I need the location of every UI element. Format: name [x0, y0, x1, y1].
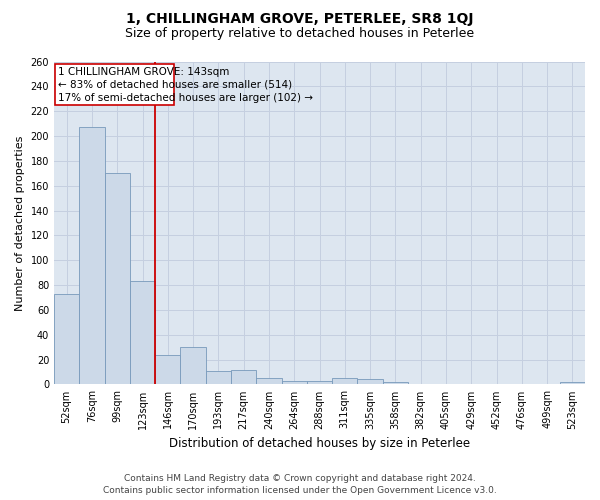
Bar — [358, 380, 383, 384]
X-axis label: Distribution of detached houses by size in Peterlee: Distribution of detached houses by size … — [169, 437, 470, 450]
Bar — [307, 380, 332, 384]
Bar — [104, 174, 130, 384]
Bar — [206, 371, 231, 384]
Y-axis label: Number of detached properties: Number of detached properties — [15, 136, 25, 310]
Bar — [281, 380, 307, 384]
Text: 1 CHILLINGHAM GROVE: 143sqm: 1 CHILLINGHAM GROVE: 143sqm — [58, 67, 230, 77]
Bar — [155, 354, 181, 384]
Bar — [130, 282, 155, 385]
Bar — [79, 128, 104, 384]
Bar — [383, 382, 408, 384]
Bar — [231, 370, 256, 384]
Text: 1, CHILLINGHAM GROVE, PETERLEE, SR8 1QJ: 1, CHILLINGHAM GROVE, PETERLEE, SR8 1QJ — [126, 12, 474, 26]
Bar — [560, 382, 585, 384]
Bar — [332, 378, 358, 384]
Bar — [256, 378, 281, 384]
Text: 17% of semi-detached houses are larger (102) →: 17% of semi-detached houses are larger (… — [58, 93, 313, 103]
Bar — [181, 347, 206, 385]
Text: Size of property relative to detached houses in Peterlee: Size of property relative to detached ho… — [125, 28, 475, 40]
Text: Contains HM Land Registry data © Crown copyright and database right 2024.
Contai: Contains HM Land Registry data © Crown c… — [103, 474, 497, 495]
Bar — [54, 294, 79, 384]
Bar — [55, 64, 174, 105]
Text: ← 83% of detached houses are smaller (514): ← 83% of detached houses are smaller (51… — [58, 80, 292, 90]
